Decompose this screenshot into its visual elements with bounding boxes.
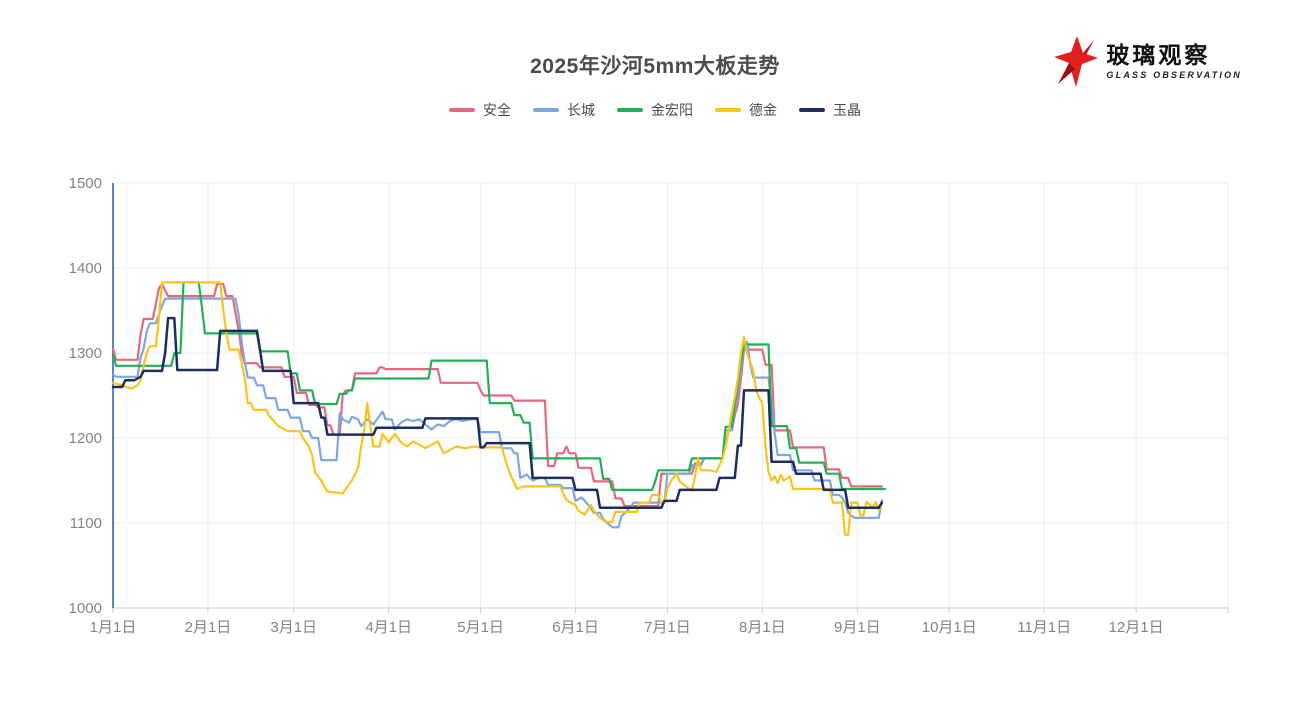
- x-axis-tick-label: 12月1日: [1109, 619, 1164, 636]
- legend-swatch-icon: [449, 108, 475, 112]
- series-line-玉晶: [111, 316, 884, 509]
- y-axis-tick-label: 1300: [69, 345, 102, 362]
- legend-swatch-icon: [799, 108, 825, 112]
- brand-logo: 玻璃观察 GLASS OBSERVATION: [1053, 36, 1242, 88]
- x-axis-tick-label: 8月1日: [739, 619, 786, 636]
- x-axis-tick-label: 5月1日: [457, 619, 504, 636]
- y-axis-tick-label: 1100: [70, 515, 102, 532]
- series-line-德金: [111, 281, 884, 537]
- y-axis-tick-label: 1000: [69, 600, 102, 617]
- series-line-金宏阳: [111, 281, 887, 491]
- legend-label: 长城: [567, 102, 595, 118]
- legend-item-3[interactable]: 金宏阳: [617, 100, 693, 120]
- x-axis-tick-label: 3月1日: [270, 619, 317, 636]
- brand-text: 玻璃观察 GLASS OBSERVATION: [1106, 44, 1242, 80]
- x-axis-tick-label: 7月1日: [644, 619, 691, 636]
- legend-label: 安全: [483, 102, 511, 118]
- legend-item-5[interactable]: 玉晶: [799, 100, 861, 120]
- legend-label: 玉晶: [833, 102, 861, 118]
- brand-name: 玻璃观察: [1106, 42, 1211, 68]
- legend-swatch-icon: [533, 108, 559, 112]
- chart-legend: 安全 长城 金宏阳 德金 玉晶: [0, 100, 1310, 120]
- x-axis-tick-label: 2月1日: [185, 619, 232, 636]
- legend-swatch-icon: [715, 108, 741, 112]
- brand-subtitle: GLASS OBSERVATION: [1106, 70, 1242, 80]
- legend-item-2[interactable]: 长城: [533, 100, 595, 120]
- series-line-安全: [111, 283, 884, 508]
- x-axis-tick-label: 10月1日: [922, 619, 977, 636]
- legend-item-1[interactable]: 安全: [449, 100, 511, 120]
- y-axis-tick-label: 1400: [69, 260, 102, 277]
- glass-observation-star-icon: [1054, 36, 1099, 87]
- x-axis-tick-label: 9月1日: [834, 619, 881, 636]
- legend-swatch-icon: [617, 108, 643, 112]
- x-axis-tick-label: 1月1日: [90, 619, 137, 636]
- legend-label: 德金: [749, 102, 777, 118]
- page-title: 2025年沙河5mm大板走势: [530, 55, 780, 78]
- x-axis-tick-label: 4月1日: [365, 619, 412, 636]
- legend-item-4[interactable]: 德金: [715, 100, 777, 120]
- y-axis-tick-label: 1500: [69, 175, 102, 192]
- y-axis-tick-label: 1200: [69, 430, 102, 447]
- x-axis-tick-label: 11月1日: [1017, 619, 1071, 636]
- legend-label: 金宏阳: [651, 102, 693, 118]
- x-axis-tick-label: 6月1日: [552, 619, 599, 636]
